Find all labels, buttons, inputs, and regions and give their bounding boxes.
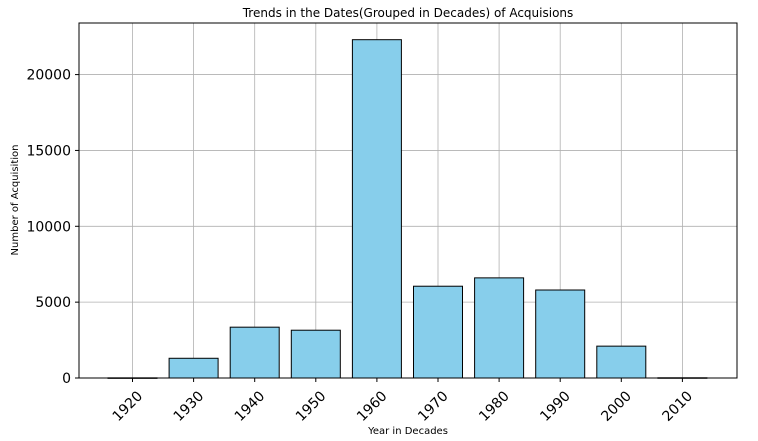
- bar-1960: [351, 39, 402, 379]
- x-tick-label: 1930: [171, 388, 208, 425]
- y-tick-label: 5000: [35, 295, 71, 311]
- y-axis-label: Number of Acquisition: [10, 145, 21, 256]
- y-tick-label: 15000: [26, 143, 71, 159]
- chart-title: Trends in the Dates(Grouped in Decades) …: [242, 6, 574, 20]
- x-tick-label: 1980: [476, 388, 513, 425]
- x-tick-label: 1970: [415, 388, 452, 425]
- bar-1970: [413, 285, 463, 379]
- y-tick-label: 0: [62, 371, 71, 387]
- x-tick-label: 2000: [598, 388, 635, 425]
- bar-2000: [596, 345, 647, 379]
- x-tick-label: 1940: [232, 388, 269, 425]
- x-tick-label: 1960: [354, 388, 391, 425]
- plot-frame: [78, 22, 738, 379]
- y-tick-label: 10000: [26, 219, 71, 235]
- bar-1950: [290, 329, 341, 379]
- x-tick-label: 1990: [537, 388, 574, 425]
- bar-series: [107, 39, 708, 379]
- bar-1980: [474, 277, 525, 379]
- x-tick-label: 1920: [110, 388, 147, 425]
- x-axis-label: Year in Decades: [367, 426, 448, 437]
- y-axis-ticks: 0 5000 10000 15000 20000: [26, 68, 79, 387]
- x-axis-ticks: 1920 1930 1940 1950 1960 1970 1980 1990 2000 2010: [110, 378, 696, 425]
- bar-1940: [229, 326, 280, 379]
- bar-1930: [168, 357, 219, 379]
- grid-lines: [79, 23, 737, 379]
- x-tick-label: 2010: [659, 388, 696, 425]
- bar-1990: [535, 289, 586, 379]
- x-tick-label: 1950: [293, 388, 330, 425]
- y-tick-label: 20000: [26, 68, 71, 84]
